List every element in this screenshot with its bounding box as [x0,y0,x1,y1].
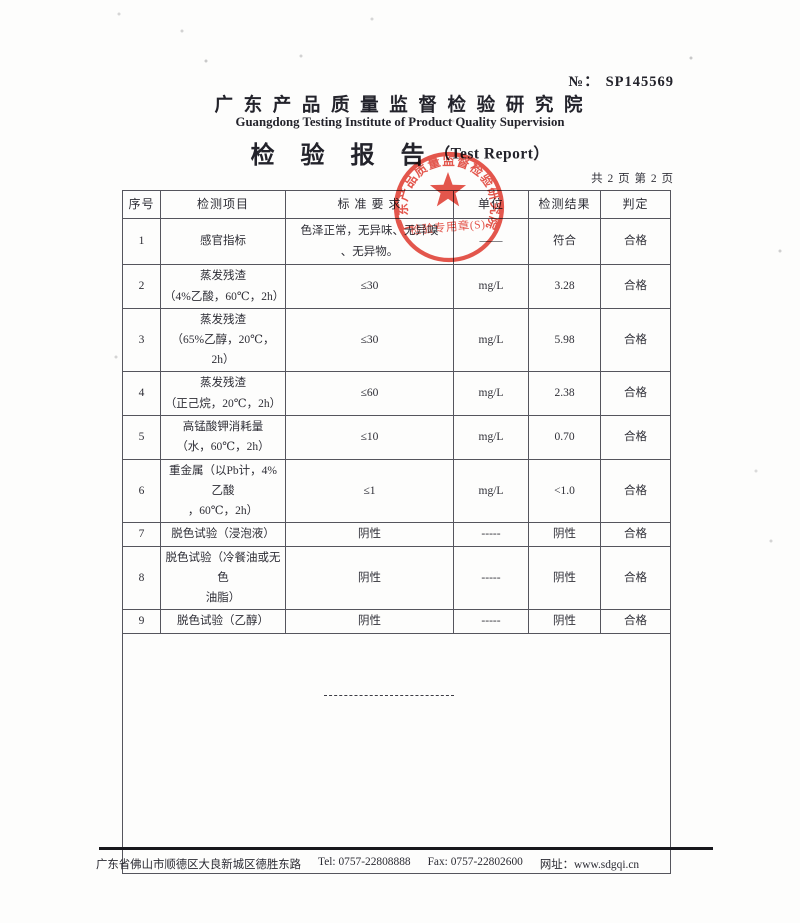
cell-item: 重金属（以Pb计，4%乙酸 ，60℃，2h） [160,458,286,524]
cell-standard: ≤60 [285,371,454,416]
cell-standard: ≤10 [285,414,454,460]
cell-item: 脱色试验（冷餐油或无色 油脂） [160,545,286,611]
col-header-item: 检测项目 [160,190,286,219]
table-row: 6 重金属（以Pb计，4%乙酸 ，60℃，2h） ≤1 mg/L <1.0 合格 [122,458,671,524]
cell-standard: 色泽正常，无异味、无异嗅 、无异物。 [285,218,454,265]
footer-tel: Tel: 0757-22808888 [318,856,411,868]
star-icon [429,172,467,207]
cell-verdict: 合格 [600,458,671,524]
cell-result: 符合 [528,218,601,265]
table-row: 8 脱色试验（冷餐油或无色 油脂） 阴性 ----- 阴性 合格 [122,545,671,611]
report-title: 检 验 报 告（Test Report） [0,135,800,170]
stamp-ring [393,151,505,263]
cell-verdict: 合格 [600,522,671,547]
dashed-divider [324,695,454,696]
cell-unit: ----- [453,522,529,547]
footer-divider-line [99,847,713,850]
table-empty-area [122,632,671,874]
table-row: 3 蒸发残渣 （65%乙醇，20℃，2h） ≤30 mg/L 5.98 合格 [122,307,671,373]
cell-unit: mg/L [453,371,529,416]
table-row: 5 高锰酸钾消耗量 （水，60℃，2h） ≤10 mg/L 0.70 合格 [122,414,671,460]
report-title-en: （Test Report） [434,145,550,163]
cell-result: 0.70 [528,414,601,460]
report-number-label: №： [568,74,600,90]
cell-verdict: 合格 [600,264,671,309]
cell-item: 感官指标 [160,218,286,265]
cell-index: 6 [122,458,161,524]
table-row: 9 脱色试验（乙醇） 阴性 ----- 阴性 合格 [122,609,671,634]
cell-index: 8 [122,545,161,611]
footer-website: 网址：www.sdgqi.cn [539,859,640,871]
table-row: 1 感官指标 色泽正常，无异味、无异嗅 、无异物。 —— 符合 合格 [122,218,671,265]
cell-verdict: 合格 [600,371,671,416]
results-table: 序号 检测项目 标 准 要 求 单位 检测结果 判定 1 感官指标 色泽正常，无… [122,190,671,874]
institute-name-cn: 广 东 产 品 质 量 监 督 检 验 研 究 院 [214,96,586,116]
cell-unit: mg/L [453,414,529,460]
report-number-value: SP145569 [605,74,674,90]
cell-item: 高锰酸钾消耗量 （水，60℃，2h） [160,414,286,460]
empty-cell [122,632,671,874]
cell-standard: 阴性 [285,545,454,611]
table-row: 4 蒸发残渣 （正己烷，20℃，2h） ≤60 mg/L 2.38 合格 [122,371,671,416]
cell-item: 蒸发残渣 （65%乙醇，20℃，2h） [160,307,286,373]
cell-standard: 阴性 [285,609,454,634]
col-header-verdict: 判定 [600,190,671,219]
cell-unit: mg/L [453,264,529,309]
cell-result: 阴性 [528,545,601,611]
cell-verdict: 合格 [600,218,671,265]
cell-standard: 阴性 [285,522,454,547]
cell-standard: ≤1 [285,458,454,524]
col-header-result: 检测结果 [528,190,601,219]
table-row: 2 蒸发残渣 （4%乙酸，60℃，2h） ≤30 mg/L 3.28 合格 [122,264,671,309]
table-row: 7 脱色试验（浸泡液） 阴性 ----- 阴性 合格 [122,522,671,547]
cell-item: 蒸发残渣 （正己烷，20℃，2h） [160,371,286,416]
cell-result: <1.0 [528,458,601,524]
stamp-bottom-text: 检验专用章(S) [409,217,485,238]
cell-verdict: 合格 [600,307,671,373]
cell-item: 蒸发残渣 （4%乙酸，60℃，2h） [160,264,286,309]
cell-index: 1 [122,218,161,265]
cell-result: 3.28 [528,264,601,309]
cell-item: 脱色试验（乙醇） [160,609,286,634]
cell-standard: ≤30 [285,264,454,309]
cell-index: 2 [122,264,161,309]
cell-verdict: 合格 [600,545,671,611]
page-count-note: 共 2 页 第 2 页 [591,173,674,185]
cell-result: 阴性 [528,522,601,547]
col-header-unit: 单位 [453,190,529,219]
cell-index: 4 [122,371,161,416]
cell-unit: mg/L [453,458,529,524]
official-stamp-seal: 广东产品质量监督检验研究院 检验专用章(S) [393,151,505,263]
footer-address: 广东省佛山市顺德区大良新城区德胜东路 [96,859,302,871]
col-header-index: 序号 [122,190,161,219]
cell-result: 阴性 [528,609,601,634]
footer-contact-line: 广东省佛山市顺德区大良新城区德胜东路 Tel: 0757-22808888 Fa… [96,856,736,872]
institute-name-en: Guangdong Testing Institute of Product Q… [235,115,565,129]
cell-index: 7 [122,522,161,547]
cell-item: 脱色试验（浸泡液） [160,522,286,547]
cell-standard: ≤30 [285,307,454,373]
cell-index: 3 [122,307,161,373]
cell-index: 9 [122,609,161,634]
footer-fax: Fax: 0757-22802600 [427,856,523,868]
report-title-cn: 检 验 报 告 [250,143,435,169]
cell-result: 2.38 [528,371,601,416]
cell-verdict: 合格 [600,609,671,634]
cell-index: 5 [122,414,161,460]
cell-verdict: 合格 [600,414,671,460]
cell-unit: mg/L [453,307,529,373]
cell-unit: ----- [453,609,529,634]
scan-noise [0,0,2,2]
cell-unit: ----- [453,545,529,611]
cell-result: 5.98 [528,307,601,373]
report-number: №： SP145569 [569,70,675,91]
